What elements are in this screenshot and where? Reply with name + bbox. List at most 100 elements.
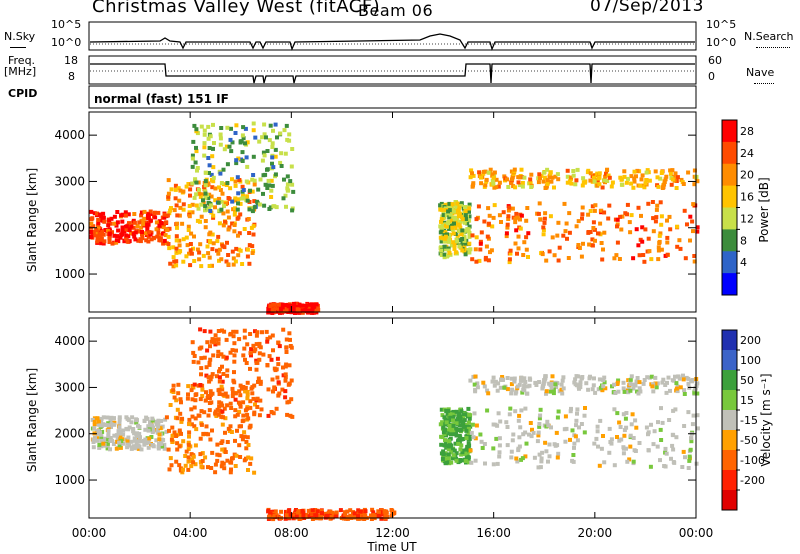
echo-cell (456, 417, 460, 422)
echo-cell (644, 170, 649, 175)
echo-cell (198, 327, 203, 332)
echo-cell (249, 353, 253, 358)
echo-cell (242, 227, 247, 231)
echo-cell (467, 206, 472, 211)
echo-cell (505, 222, 510, 227)
echo-cell (459, 443, 464, 448)
echo-cell (119, 439, 124, 443)
echo-cell (130, 415, 135, 420)
echo-cell (200, 451, 205, 456)
echo-cell (497, 213, 502, 218)
echo-cell (215, 442, 220, 447)
echo-cell (233, 196, 238, 201)
echo-cell (662, 180, 667, 184)
echo-cell (202, 355, 207, 360)
echo-cell (118, 235, 123, 240)
echo-cell (455, 239, 460, 244)
echo-cell (99, 435, 104, 440)
echo-cell (695, 229, 700, 234)
echo-cell (460, 217, 465, 222)
echo-cell (237, 409, 242, 414)
echo-cell (210, 185, 215, 190)
echo-cell (190, 181, 195, 186)
echo-cell (238, 212, 243, 217)
echo-cell (569, 406, 573, 411)
echo-cell (204, 170, 208, 175)
echo-cell (129, 420, 134, 425)
echo-cell (245, 247, 250, 252)
echo-cell (166, 242, 171, 246)
echo-cell (118, 431, 123, 436)
echo-cell (592, 179, 597, 184)
echo-cell (295, 302, 300, 306)
echo-cell (169, 187, 174, 192)
echo-cell (463, 213, 468, 218)
echo-cell (293, 311, 297, 315)
echo-cell (651, 389, 656, 394)
echo-cell (125, 438, 130, 443)
echo-cell (283, 389, 288, 394)
velocity-colorbar-tick-label: 100 (740, 354, 761, 367)
echo-cell (265, 167, 270, 172)
echo-cell (642, 378, 647, 382)
echo-cell (681, 373, 685, 378)
echo-cell (464, 412, 469, 417)
echo-cell (478, 241, 483, 246)
echo-cell (206, 136, 211, 141)
echo-cell (580, 216, 584, 221)
echo-cell (474, 217, 479, 222)
echo-cell (270, 377, 275, 382)
echo-cell (111, 442, 116, 446)
echo-cell (446, 447, 451, 452)
velocity-colorbar-segment (722, 330, 737, 351)
echo-cell (568, 409, 573, 414)
velocity-colorbar-segment (722, 450, 737, 471)
power-colorbar-tick-label: 28 (740, 125, 754, 138)
echo-cell (551, 391, 556, 396)
velocity-colorbar-tick-label: -100 (740, 454, 765, 467)
echo-cell (172, 259, 177, 264)
echo-cell (245, 164, 250, 169)
echo-cell (248, 332, 253, 336)
echo-cell (256, 376, 261, 381)
echo-cell (646, 448, 651, 453)
echo-cell (607, 450, 612, 455)
echo-cell (615, 240, 620, 245)
echo-cell (92, 426, 97, 431)
echo-cell (196, 180, 201, 185)
echo-cell (187, 417, 192, 422)
echo-cell (573, 182, 578, 187)
echo-cell (213, 198, 218, 203)
echo-cell (454, 426, 459, 431)
echo-cell (356, 514, 360, 519)
echo-cell (216, 341, 221, 346)
echo-cell (453, 226, 458, 231)
echo-cell (692, 168, 697, 173)
echo-cell (605, 179, 610, 183)
echo-cell (686, 376, 691, 381)
echo-cell (132, 436, 137, 441)
echo-cell (178, 468, 183, 473)
echo-cell (554, 385, 559, 389)
echo-cell (156, 210, 161, 215)
echo-cell (504, 231, 509, 236)
echo-cell (657, 241, 662, 245)
echo-cell (205, 348, 210, 353)
echo-cell (126, 435, 131, 440)
echo-cell (95, 211, 99, 216)
echo-cell (597, 182, 602, 187)
echo-cell (628, 444, 633, 449)
echo-cell (656, 420, 660, 425)
echo-cell (146, 440, 151, 445)
echo-cell (129, 439, 134, 444)
echo-cell (105, 415, 110, 420)
echo-cell (449, 428, 454, 433)
echo-cell (484, 177, 489, 182)
echo-cell (454, 458, 459, 463)
echo-cell (686, 410, 691, 415)
echo-cell (456, 442, 461, 446)
echo-cell (467, 234, 472, 239)
echo-cell (233, 408, 238, 413)
echo-cell (107, 236, 112, 241)
echo-cell (226, 253, 231, 257)
